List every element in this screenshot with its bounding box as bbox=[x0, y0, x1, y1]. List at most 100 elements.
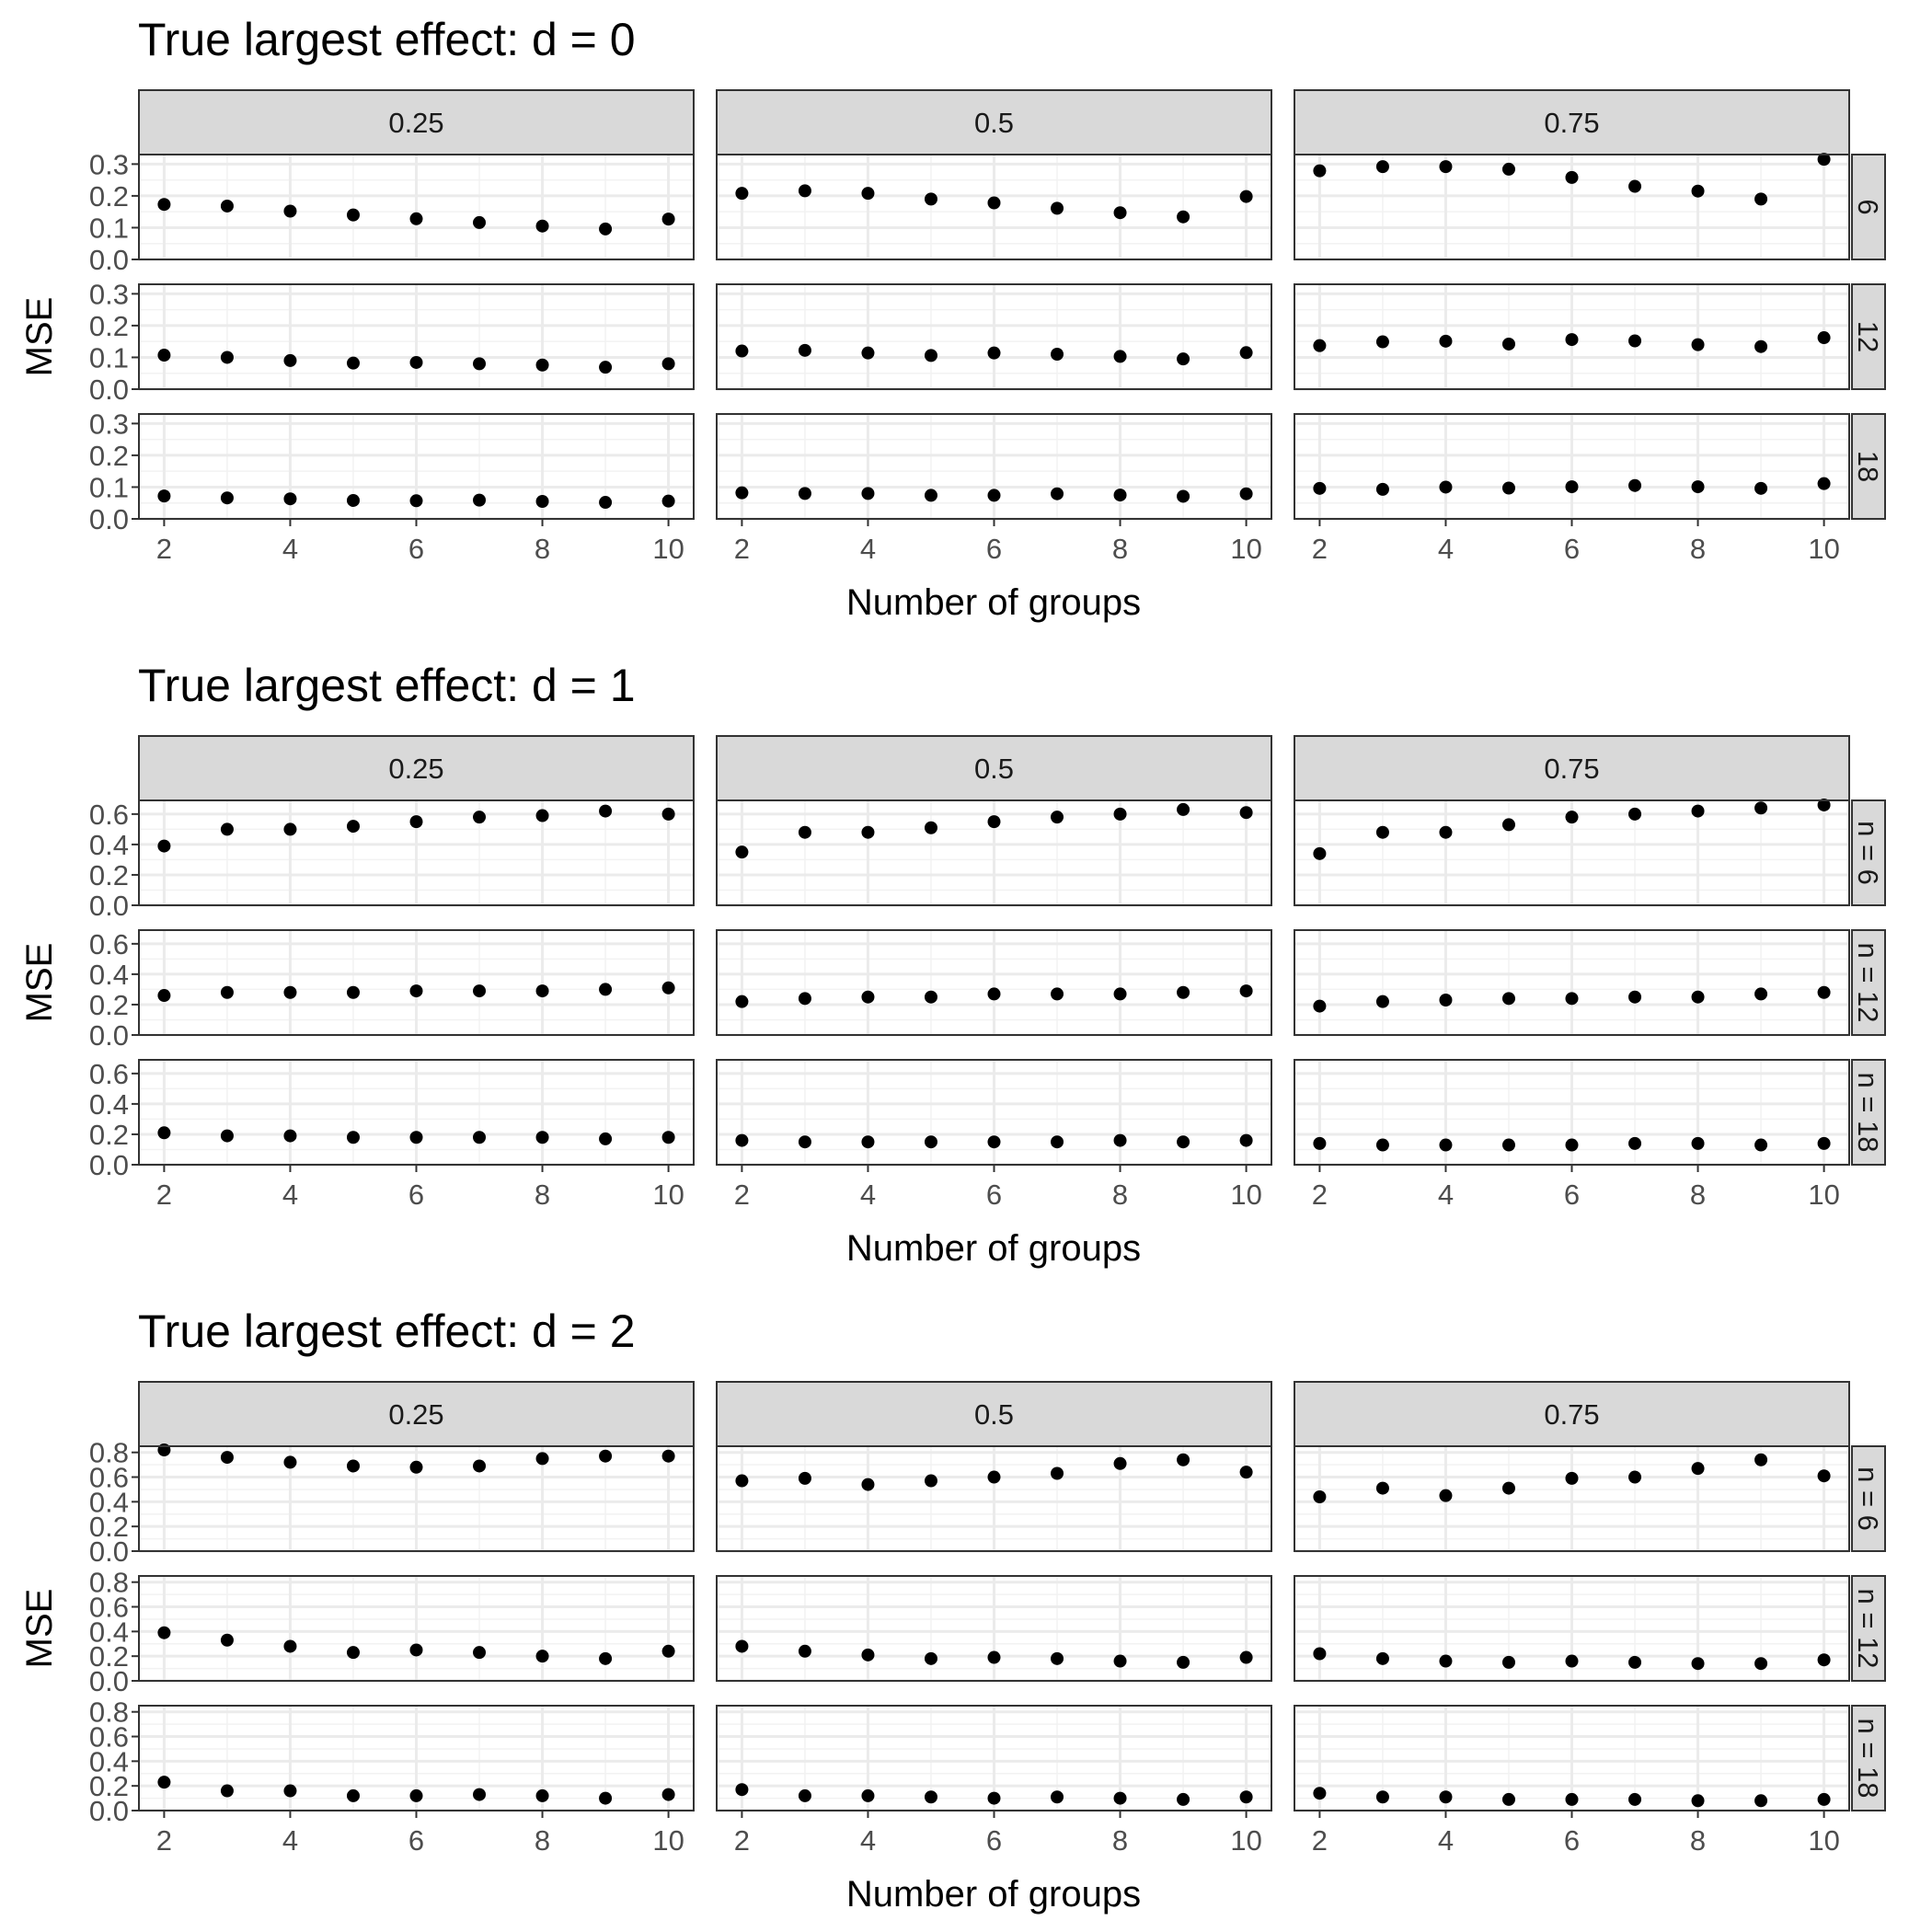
data-point bbox=[1439, 1138, 1453, 1152]
col-strip-label: 0.5 bbox=[974, 107, 1014, 139]
data-point bbox=[535, 358, 549, 372]
panel-border bbox=[1294, 799, 1850, 906]
row-strip-label: n = 18 bbox=[1852, 1718, 1884, 1798]
data-point bbox=[798, 825, 811, 839]
data-point bbox=[1313, 1647, 1327, 1661]
data-point bbox=[735, 486, 749, 500]
data-point bbox=[409, 1643, 423, 1657]
data-point bbox=[1628, 990, 1642, 1004]
data-point bbox=[1439, 160, 1453, 174]
row-strip-label: n = 12 bbox=[1852, 1588, 1884, 1668]
data-point bbox=[1754, 1794, 1768, 1808]
data-point bbox=[157, 1126, 171, 1140]
data-point bbox=[220, 351, 234, 364]
data-point bbox=[1177, 802, 1190, 816]
data-point bbox=[735, 344, 749, 358]
row-strip bbox=[1851, 929, 1886, 1036]
x-tick-label: 6 bbox=[408, 1179, 424, 1211]
data-point bbox=[1051, 811, 1064, 824]
data-point bbox=[1628, 1655, 1642, 1669]
panel bbox=[716, 154, 1272, 261]
data-point bbox=[599, 983, 613, 996]
panel bbox=[138, 799, 695, 907]
x-tick-label: 4 bbox=[282, 533, 298, 565]
data-point bbox=[346, 1646, 360, 1660]
row-strip-label: 12 bbox=[1852, 321, 1884, 352]
y-tick-label: 0.0 bbox=[89, 1149, 129, 1181]
data-point bbox=[1565, 811, 1579, 824]
data-point bbox=[1565, 170, 1579, 184]
panel: 2 4 6 8 10 bbox=[1294, 1705, 1850, 1857]
data-point bbox=[1501, 337, 1515, 351]
x-tick-label: 8 bbox=[1690, 1179, 1706, 1211]
data-point bbox=[924, 489, 937, 502]
y-tick-label: 0.6 bbox=[89, 1592, 129, 1624]
col-strip bbox=[1294, 1381, 1850, 1447]
x-tick-label: 6 bbox=[408, 1824, 424, 1857]
data-point bbox=[661, 357, 675, 371]
y-axis-title: MSE bbox=[19, 1589, 60, 1669]
row-strip-label: 6 bbox=[1852, 199, 1884, 214]
y-tick-label: 0.2 bbox=[89, 180, 129, 213]
x-tick-label: 6 bbox=[408, 533, 424, 565]
data-point bbox=[1817, 1792, 1831, 1806]
data-point bbox=[473, 1131, 487, 1144]
data-point bbox=[1501, 818, 1515, 832]
panel: 2 4 6 8 10 bbox=[1294, 413, 1850, 565]
panel bbox=[716, 1445, 1272, 1553]
col-strip-label: 0.5 bbox=[974, 753, 1014, 785]
col-strip bbox=[716, 89, 1272, 155]
data-point bbox=[1691, 1794, 1705, 1808]
data-point bbox=[735, 1639, 749, 1653]
data-point bbox=[220, 1633, 234, 1647]
data-point bbox=[1565, 480, 1579, 494]
x-tick-label: 4 bbox=[1438, 1179, 1454, 1211]
data-point bbox=[1239, 190, 1253, 203]
data-point bbox=[987, 346, 1001, 360]
col-strip bbox=[716, 735, 1272, 801]
panel-border bbox=[716, 1575, 1272, 1682]
row-strip bbox=[1851, 799, 1886, 906]
y-tick-label: 0.6 bbox=[89, 799, 129, 831]
data-point bbox=[1501, 1792, 1515, 1806]
panel: 2 4 6 8 10 bbox=[716, 1705, 1272, 1857]
panel-border bbox=[1294, 154, 1850, 260]
y-tick-label: 0.2 bbox=[89, 310, 129, 342]
data-point bbox=[1239, 1790, 1253, 1804]
y-tick-label: 0.0 bbox=[89, 890, 129, 922]
data-point bbox=[798, 1471, 811, 1485]
data-point bbox=[535, 984, 549, 998]
data-point bbox=[599, 804, 613, 818]
data-point bbox=[473, 811, 487, 824]
data-point bbox=[535, 1650, 549, 1663]
col-strip bbox=[138, 89, 695, 155]
data-point bbox=[1691, 338, 1705, 351]
x-tick-label: 6 bbox=[986, 1824, 1002, 1857]
y-tick-label: 0.3 bbox=[89, 148, 129, 180]
panel bbox=[1294, 1445, 1850, 1553]
y-tick-label: 0.2 bbox=[89, 1511, 129, 1543]
data-point bbox=[346, 356, 360, 370]
panel-border bbox=[138, 1445, 695, 1552]
data-point bbox=[924, 1790, 937, 1804]
x-tick-label: 6 bbox=[986, 533, 1002, 565]
data-point bbox=[1313, 339, 1327, 352]
panel-border bbox=[716, 929, 1272, 1036]
data-point bbox=[599, 361, 613, 374]
x-tick-label: 8 bbox=[1690, 533, 1706, 565]
data-point bbox=[1051, 987, 1064, 1001]
y-tick-label: 0.2 bbox=[89, 1640, 129, 1673]
y-tick-label: 0.0 bbox=[89, 244, 129, 276]
x-tick-label: 8 bbox=[1112, 533, 1128, 565]
data-point bbox=[1439, 1654, 1453, 1668]
data-point bbox=[1691, 1657, 1705, 1671]
data-point bbox=[535, 1131, 549, 1144]
data-point bbox=[861, 187, 875, 201]
y-tick-label: 0.0 bbox=[89, 1795, 129, 1827]
data-point bbox=[1113, 1133, 1127, 1147]
data-point bbox=[1691, 1462, 1705, 1476]
data-point bbox=[599, 1791, 613, 1805]
data-point bbox=[409, 1460, 423, 1474]
data-point bbox=[924, 349, 937, 362]
x-tick-label: 2 bbox=[156, 533, 172, 565]
